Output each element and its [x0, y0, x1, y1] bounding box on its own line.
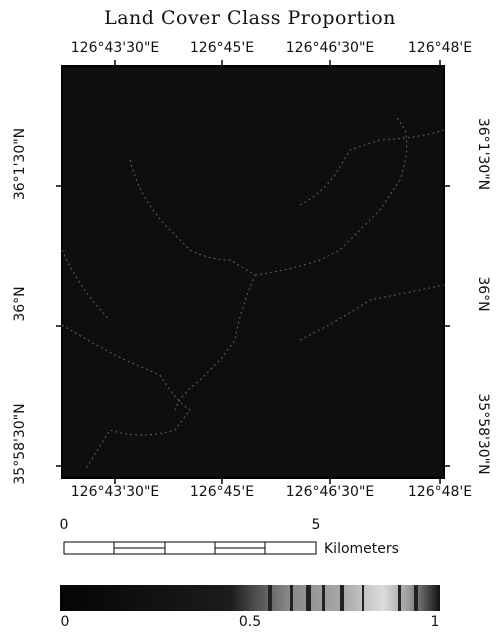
- scale-bar: [63, 541, 317, 555]
- right-lat-label: 36°N: [475, 276, 491, 311]
- right-lat-label: 36°1'30"N: [475, 118, 491, 190]
- colorbar-tick-label: 1: [431, 614, 440, 630]
- colorbar-tick-label: 0: [61, 614, 70, 630]
- scale-unit: Kilometers: [324, 541, 399, 557]
- right-lat-label: 35°58'30"N: [475, 393, 491, 474]
- map-image: [61, 65, 445, 479]
- scale-tick-label: 0: [60, 517, 69, 533]
- frame-ticks: [56, 60, 450, 484]
- left-lat-label: 36°1'30"N: [12, 128, 28, 200]
- top-lon-label: 126°45'E: [190, 40, 254, 56]
- bottom-lon-label: 126°48'E: [408, 484, 472, 500]
- bottom-lon-label: 126°46'30"E: [286, 484, 374, 500]
- left-lat-label: 36°N: [12, 286, 28, 321]
- bottom-lon-label: 126°43'30"E: [71, 484, 159, 500]
- colorbar: [60, 585, 440, 611]
- scale-tick-label: 5: [312, 517, 321, 533]
- map-title: Land Cover Class Proportion: [104, 7, 396, 29]
- top-lon-label: 126°43'30"E: [71, 40, 159, 56]
- bottom-lon-label: 126°45'E: [190, 484, 254, 500]
- top-lon-label: 126°48'E: [408, 40, 472, 56]
- colorbar-tick-label: 0.5: [239, 614, 261, 630]
- top-lon-label: 126°46'30"E: [286, 40, 374, 56]
- left-lat-label: 35°58'30"N: [12, 403, 28, 484]
